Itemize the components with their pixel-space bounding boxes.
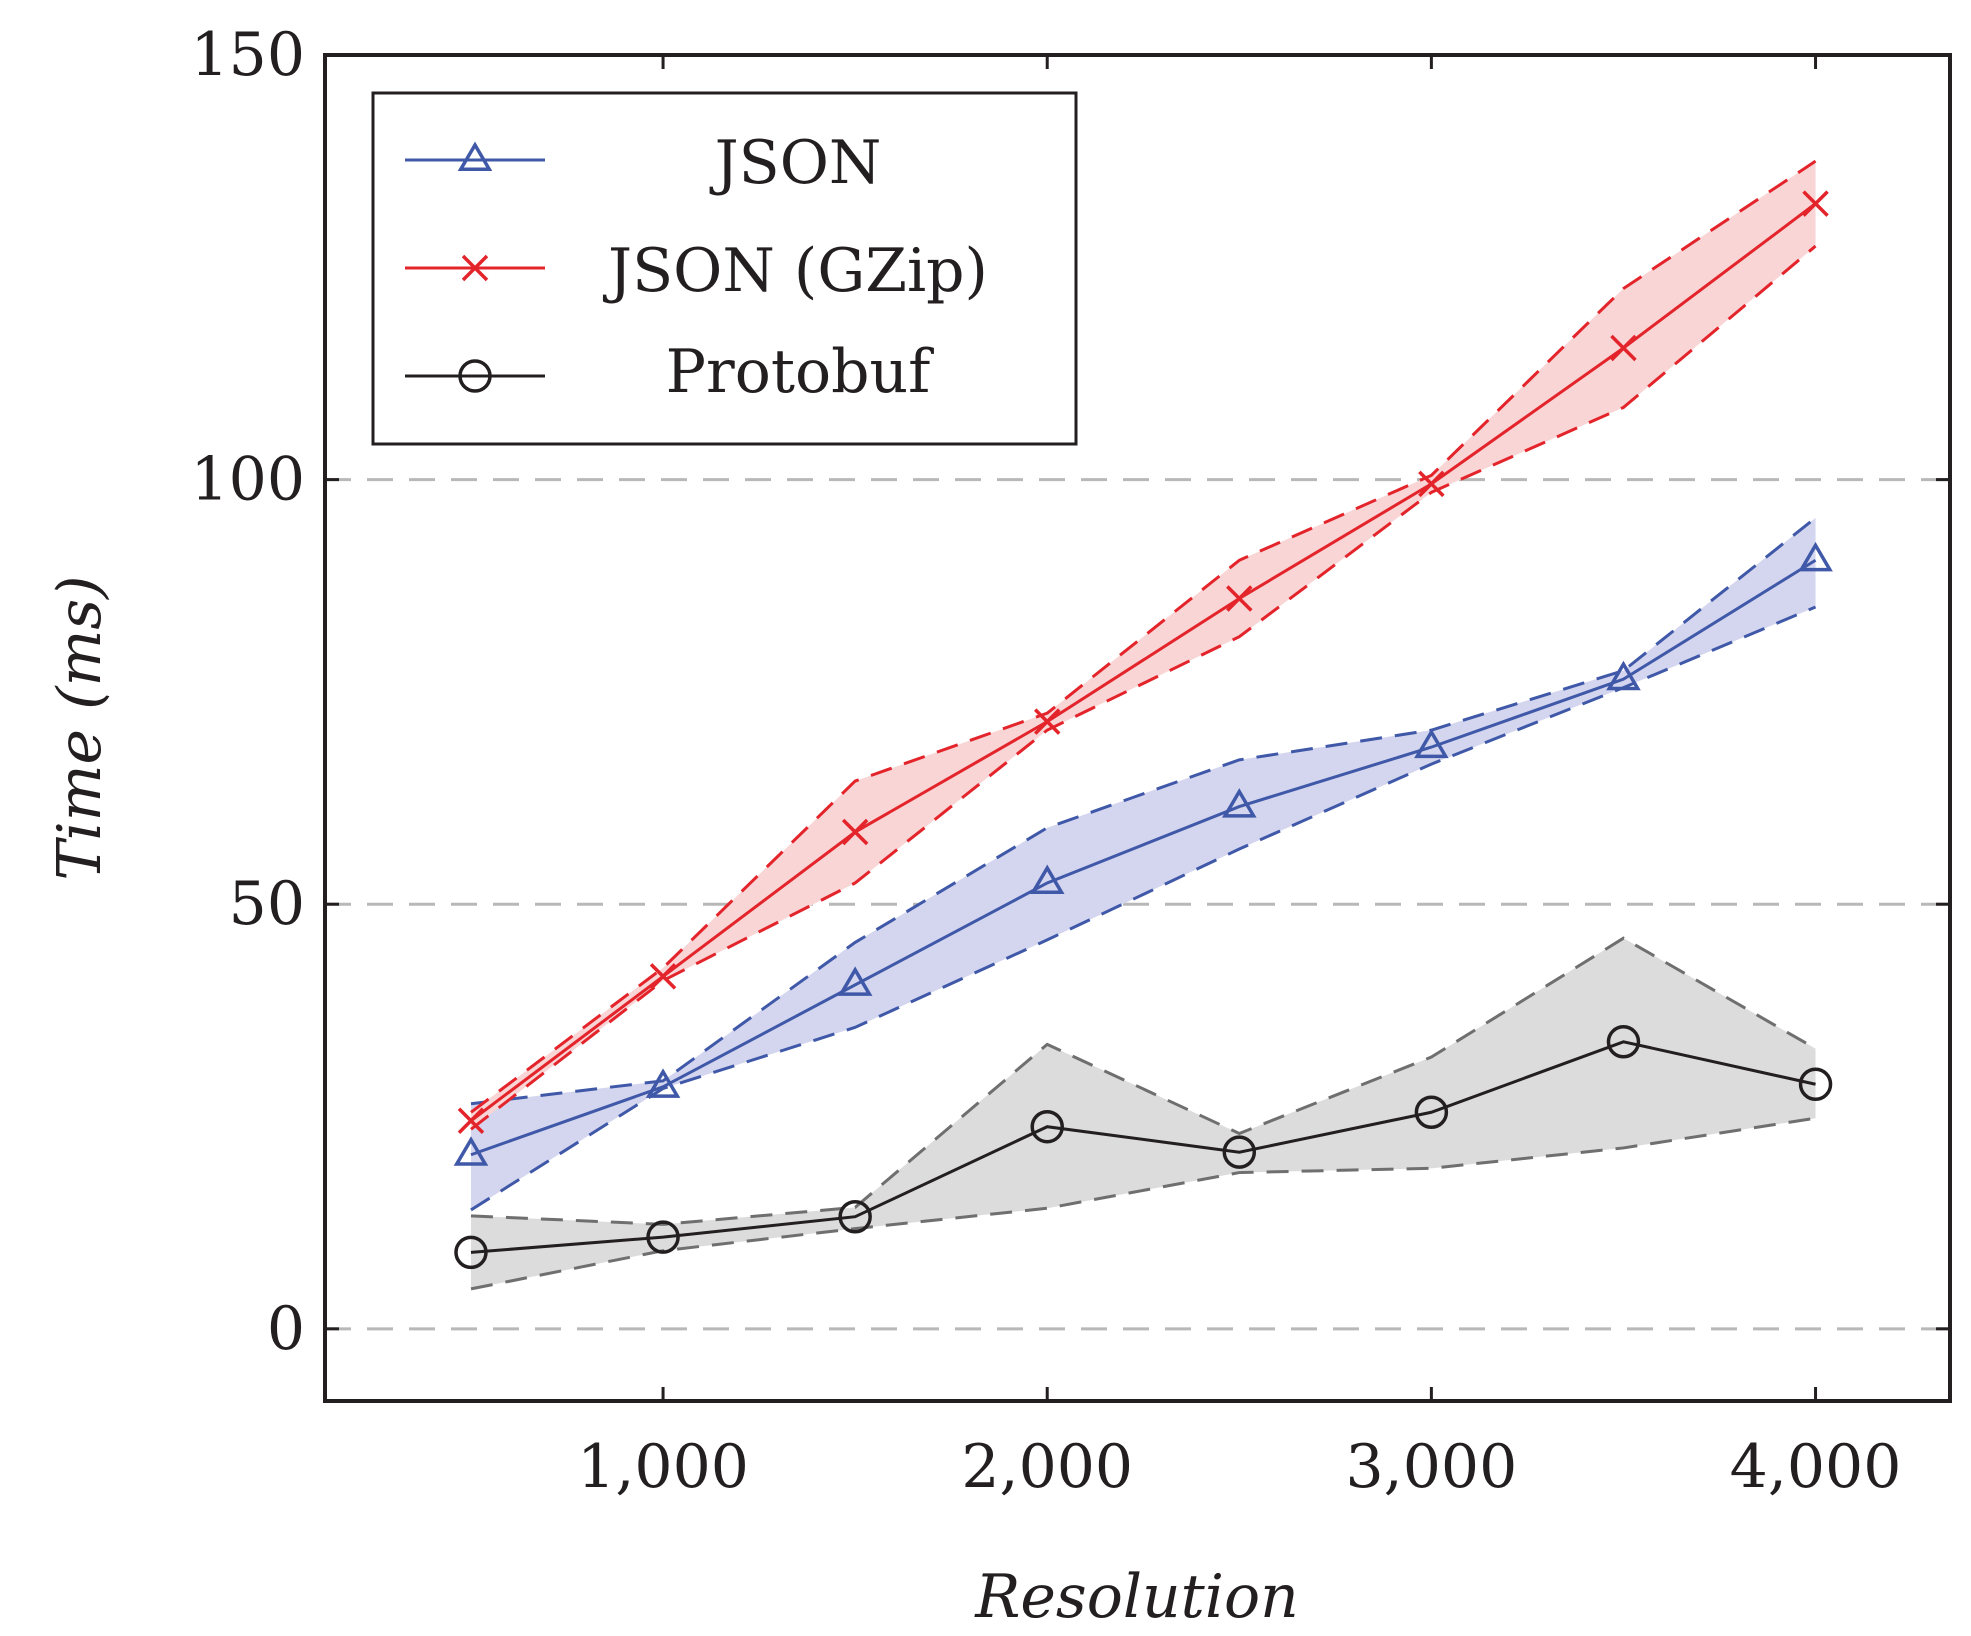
y-tick-label-150: 150 — [190, 20, 305, 90]
point-protobuf-4000 — [1798, 1067, 1833, 1101]
y-axis-title: Time (ms) — [45, 575, 115, 880]
axis-ticks: 0 50 100 150 1,000 2,000 3,000 4,000 — [190, 20, 1950, 1502]
point-json-2000 — [1029, 864, 1065, 895]
legend-label-protobuf: Protobuf — [666, 337, 934, 407]
band-json — [470, 517, 1816, 1210]
point-json-500 — [453, 1136, 489, 1166]
legend-marker-protobuf — [458, 359, 492, 393]
band-protobuf — [470, 938, 1816, 1289]
band-upper-json-gzip — [470, 159, 1817, 1114]
point-json-gzip-3000 — [1418, 470, 1445, 498]
point-protobuf-2500 — [1222, 1135, 1257, 1169]
legend-swatches — [405, 141, 545, 393]
legend-label-json: JSON — [709, 128, 882, 198]
line-json-gzip — [470, 202, 1817, 1122]
point-json-gzip-2500 — [1226, 585, 1253, 612]
point-protobuf-500 — [454, 1235, 488, 1270]
x-axis-title: Resolution — [974, 1562, 1299, 1632]
point-json-1000 — [645, 1068, 681, 1098]
legend-marker-json-gzip — [461, 254, 489, 282]
point-protobuf-3500 — [1606, 1025, 1641, 1059]
line-protobuf — [470, 1040, 1816, 1254]
line-json — [470, 559, 1817, 1157]
confidence-bands — [470, 159, 1817, 1291]
point-json-4000 — [1798, 541, 1833, 572]
x-tick-label-2000: 2,000 — [961, 1432, 1133, 1502]
point-protobuf-2000 — [1030, 1109, 1064, 1144]
point-json-2500 — [1221, 788, 1257, 818]
y-tick-label-50: 50 — [229, 869, 305, 939]
point-protobuf-1000 — [646, 1220, 680, 1254]
point-json-3500 — [1606, 660, 1641, 691]
point-protobuf-3000 — [1414, 1095, 1449, 1130]
point-json-gzip-1000 — [649, 963, 677, 990]
legend-label-json-gzip: JSON (GZip) — [602, 236, 988, 306]
band-upper-protobuf — [470, 936, 1817, 1226]
series-lines — [470, 202, 1817, 1254]
x-tick-label-3000: 3,000 — [1345, 1432, 1517, 1502]
point-json-1500 — [837, 966, 873, 996]
point-json-3000 — [1414, 728, 1449, 759]
point-protobuf-1500 — [838, 1199, 872, 1234]
band-json-gzip — [470, 161, 1816, 1130]
band-lower-json-gzip — [470, 244, 1817, 1131]
x-tick-label-1000: 1,000 — [577, 1432, 749, 1502]
band-upper-json — [470, 516, 1817, 1106]
point-json-gzip-500 — [457, 1107, 485, 1134]
y-tick-label-100: 100 — [190, 445, 305, 515]
series-markers — [453, 190, 1833, 1270]
band-lower-json — [470, 605, 1817, 1212]
point-json-gzip-3500 — [1610, 334, 1637, 362]
band-lower-protobuf — [470, 1116, 1816, 1291]
legend: JSON JSON (GZip) Protobuf — [371, 91, 1078, 446]
x-tick-label-4000: 4,000 — [1730, 1432, 1902, 1502]
plot-frame — [323, 53, 1952, 1403]
legend-marker-json — [457, 141, 493, 172]
point-json-gzip-2000 — [1033, 708, 1061, 735]
y-tick-label-0: 0 — [267, 1294, 305, 1364]
point-json-gzip-4000 — [1802, 190, 1829, 217]
point-json-gzip-1500 — [841, 818, 869, 846]
